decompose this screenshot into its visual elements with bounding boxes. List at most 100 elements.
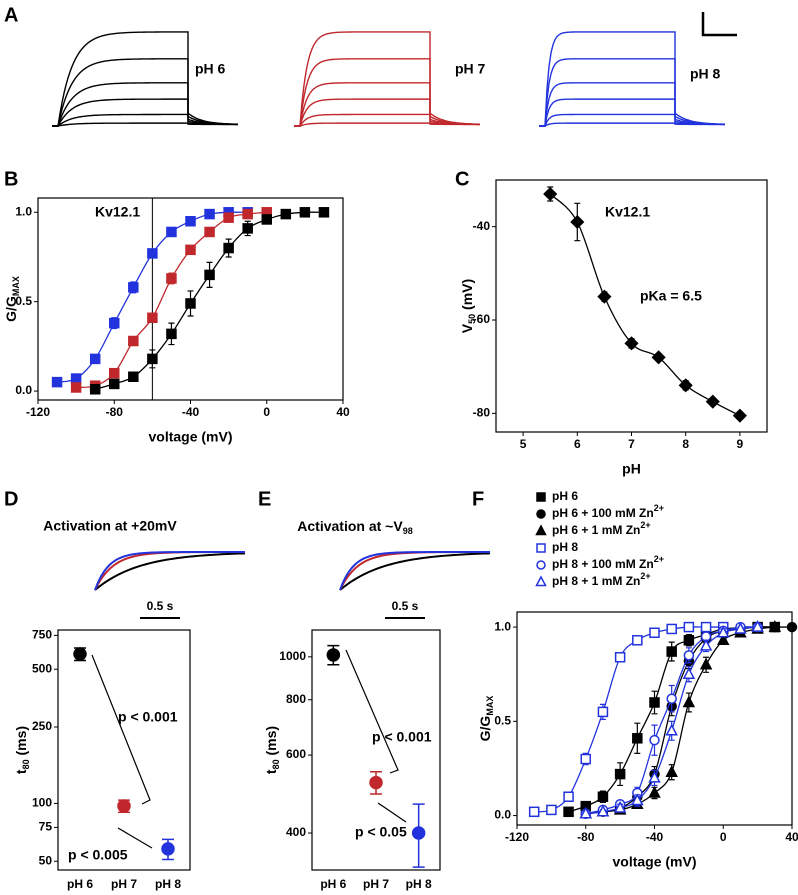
- legend-label: pH 8 + 100 mM Zn2+: [552, 554, 664, 571]
- annotation: Kv12.1: [605, 204, 650, 220]
- y-axis-label: t80 (ms): [13, 726, 32, 774]
- legend-label-part: 2+: [654, 503, 664, 513]
- legend-label-part: pH 6 + 1 mM Zn: [552, 523, 640, 537]
- x-tick-label: 8: [682, 437, 689, 451]
- marker: [597, 289, 612, 304]
- legend-label: pH 6 + 1 mM Zn2+: [552, 520, 651, 537]
- current-trace: [539, 58, 726, 127]
- legend-marker: [536, 492, 546, 502]
- y-axis-label-part: (ms): [263, 726, 279, 759]
- panel-title-part: 98: [403, 526, 413, 536]
- x-tick-label: -80: [577, 830, 595, 844]
- marker: [326, 648, 341, 662]
- marker: [570, 214, 585, 230]
- marker: [70, 382, 82, 393]
- y-axis-label-part: (mV): [459, 279, 475, 314]
- y-axis-label-part: G/G: [3, 296, 19, 322]
- y-tick-label: -80: [473, 406, 491, 420]
- marker: [51, 376, 63, 388]
- y-tick-label: -40: [473, 219, 491, 233]
- marker: [280, 208, 292, 220]
- marker: [732, 408, 747, 423]
- trace-label: pH 8: [690, 66, 721, 82]
- marker: [543, 186, 558, 202]
- y-axis-label-part: 50: [467, 314, 477, 324]
- y-tick-label: 75: [39, 820, 53, 834]
- marker: [70, 373, 82, 384]
- y-axis-label-part: MAX: [11, 276, 21, 296]
- legend-label: pH 6: [552, 489, 578, 503]
- current-trace: [339, 551, 490, 591]
- x-tick-label: 6: [574, 437, 581, 451]
- marker: [204, 208, 215, 220]
- trace-label: pH 7: [455, 61, 486, 77]
- marker: [242, 208, 253, 220]
- x-tick-label: pH 7: [111, 877, 137, 891]
- marker: [624, 336, 639, 351]
- y-tick-label: 750: [32, 628, 52, 642]
- marker: [632, 635, 643, 646]
- marker: [700, 621, 712, 633]
- y-tick-label: 800: [286, 692, 306, 706]
- y-tick-label: -60: [473, 312, 491, 326]
- marker: [185, 244, 196, 256]
- legend-marker: [535, 575, 547, 587]
- current-trace: [339, 552, 491, 591]
- legend-label-part: 2+: [640, 571, 650, 581]
- x-tick-label: pH 8: [406, 877, 432, 891]
- x-tick-label: pH 7: [363, 877, 389, 891]
- current-trace: [94, 551, 245, 591]
- x-tick-label: -120: [505, 830, 529, 844]
- marker: [683, 621, 695, 633]
- x-tick-label: -40: [182, 405, 200, 419]
- legend-label: pH 6 + 100 mM Zn2+: [552, 503, 664, 520]
- x-axis-label: pH: [622, 461, 641, 477]
- marker: [261, 214, 272, 225]
- marker: [166, 226, 177, 238]
- y-axis-label-part: 80: [271, 759, 281, 769]
- plot-frame: [311, 629, 441, 871]
- marker: [631, 793, 644, 806]
- y-tick-label: 50: [39, 853, 53, 867]
- current-trace: [294, 82, 481, 127]
- marker: [665, 765, 678, 777]
- marker: [411, 826, 426, 840]
- x-tick-label: 0: [720, 830, 727, 844]
- marker: [683, 635, 695, 646]
- legend-marker: [536, 509, 546, 519]
- marker: [597, 791, 609, 802]
- marker: [128, 335, 139, 347]
- current-trace: [539, 82, 726, 127]
- x-tick-label: 40: [785, 830, 798, 844]
- marker: [161, 842, 175, 856]
- y-axis-label-part: G/G: [477, 716, 493, 742]
- legend-label-part: 2+: [654, 554, 664, 564]
- y-axis-label: V50 (mV): [459, 279, 478, 333]
- marker: [705, 394, 720, 409]
- legend-marker: [536, 560, 546, 570]
- marker: [528, 806, 540, 818]
- marker: [596, 804, 610, 817]
- marker: [242, 223, 253, 234]
- marker: [648, 785, 661, 798]
- marker: [204, 226, 215, 238]
- marker: [699, 638, 713, 651]
- marker: [683, 650, 695, 661]
- marker: [166, 273, 177, 284]
- legend-label-part: pH 8 + 1 mM Zn: [552, 574, 640, 588]
- current-trace: [294, 58, 481, 127]
- current-trace: [52, 31, 239, 127]
- marker: [89, 384, 101, 395]
- panel-letter: E: [258, 488, 271, 510]
- legend-label-part: pH 6 + 100 mM Zn: [552, 506, 654, 520]
- marker: [579, 806, 592, 819]
- y-axis-label: t80 (ms): [263, 726, 282, 774]
- y-tick-label: 500: [32, 661, 52, 675]
- y-tick-label: 0.0: [15, 383, 32, 397]
- marker: [648, 770, 661, 783]
- marker: [580, 753, 591, 765]
- y-tick-label: 1000: [279, 649, 306, 663]
- legend-label-part: pH 8 + 100 mM Zn: [552, 557, 654, 571]
- marker: [109, 367, 120, 379]
- marker: [666, 646, 677, 657]
